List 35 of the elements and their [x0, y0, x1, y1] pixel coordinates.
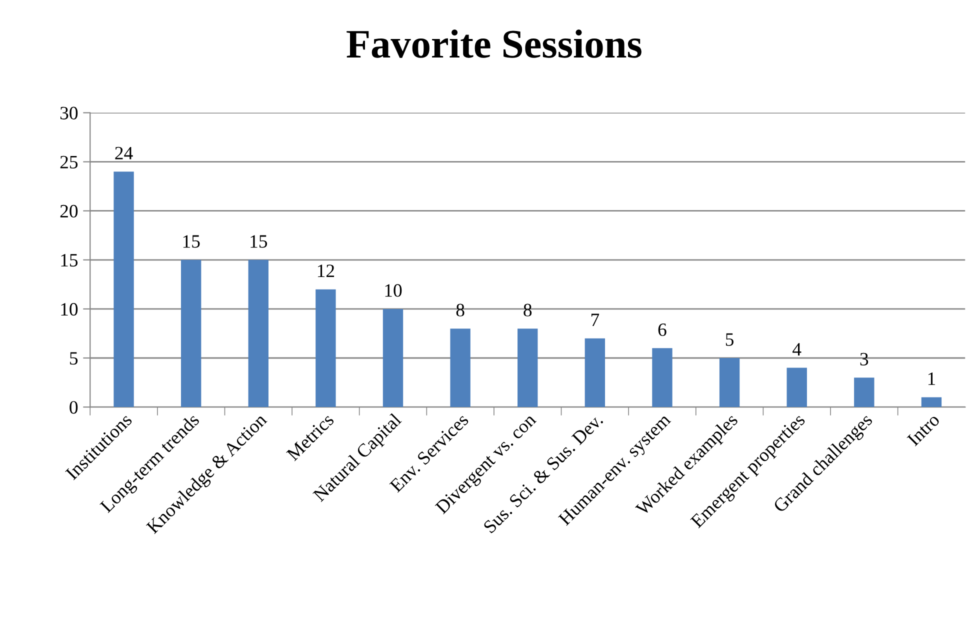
- chart-title: Favorite Sessions: [346, 30, 642, 58]
- data-label: 15: [250, 235, 268, 248]
- bar: [316, 289, 336, 408]
- bar: [450, 328, 470, 408]
- bar: [584, 338, 606, 408]
- bar: [248, 260, 268, 408]
- bar: [382, 308, 404, 408]
- data-label: 10: [385, 284, 402, 297]
- bar: [652, 348, 672, 408]
- data-label: 6: [658, 323, 666, 336]
- data-label: 5: [726, 333, 734, 346]
- bar: [921, 397, 942, 408]
- bar: [518, 328, 538, 408]
- y-tick-label: 15: [61, 254, 78, 267]
- data-label: 24: [115, 146, 133, 160]
- data-label: 7: [591, 314, 600, 326]
- data-label: 3: [860, 352, 868, 366]
- y-tick-label: 10: [61, 302, 78, 316]
- y-tick-label: 0: [70, 401, 78, 414]
- data-label: 4: [792, 343, 802, 356]
- bar: [854, 378, 874, 408]
- x-tick-label: Intro: [906, 412, 940, 447]
- bar: [719, 358, 740, 408]
- bar: [786, 368, 807, 408]
- bar: [114, 172, 134, 408]
- data-label: 8: [456, 304, 464, 316]
- y-tick-label: 30: [60, 106, 78, 120]
- y-tick-label: 20: [60, 204, 78, 218]
- data-label: 12: [318, 264, 334, 277]
- data-label: 8: [524, 304, 532, 316]
- y-tick-label: 25: [60, 156, 78, 168]
- bar: [180, 260, 202, 408]
- data-label: 15: [183, 235, 200, 248]
- y-tick-label: 5: [70, 352, 78, 365]
- data-label: 1: [928, 372, 936, 385]
